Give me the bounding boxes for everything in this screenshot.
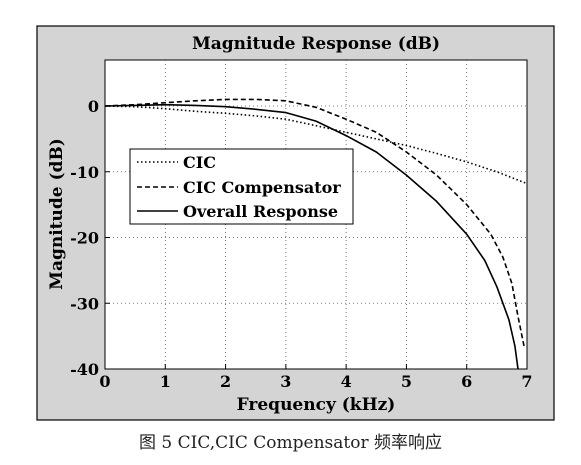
- chart-title: Magnitude Response (dB): [192, 34, 440, 54]
- y-tick-label: 0: [88, 97, 99, 116]
- y-tick-label: -40: [70, 360, 99, 379]
- series-lines: [104, 98, 528, 370]
- series-line-overall-response: [104, 103, 519, 370]
- legend-label-cic: CIC: [183, 153, 216, 172]
- figure-caption: 图 5 CIC,CIC Compensator 频率响应: [139, 433, 442, 453]
- y-tick-label: -10: [70, 163, 99, 182]
- y-axis-label: Magnitude (dB): [47, 138, 67, 290]
- legend-label-cic-compensator: CIC Compensator: [183, 178, 341, 197]
- x-tick-label: 2: [220, 372, 231, 391]
- y-tick-label: -20: [70, 229, 99, 248]
- x-axis-label: Frequency (kHz): [237, 395, 396, 415]
- tick-labels: 0 1 2 3 4 5 6 7 0 -10 -20 -30 -40: [70, 97, 532, 391]
- series-line-cic-compensator: [104, 98, 525, 347]
- legend-label-overall-response: Overall Response: [183, 202, 338, 221]
- x-tick-label: 3: [280, 372, 291, 391]
- legend: CIC CIC Compensator Overall Response: [129, 148, 354, 225]
- legend-box: [129, 148, 354, 225]
- x-tick-label: 6: [461, 372, 472, 391]
- x-tick-label: 4: [341, 372, 352, 391]
- x-tick-label: 7: [521, 372, 532, 391]
- x-tick-label: 0: [99, 372, 110, 391]
- x-tick-label: 5: [401, 372, 412, 391]
- series-line-cic: [104, 105, 528, 185]
- magnitude-response-chart: 0 1 2 3 4 5 6 7 0 -10 -20 -30 -40 Magnitude Response…: [36, 25, 555, 421]
- x-tick-label: 1: [160, 372, 171, 391]
- y-tick-label: -30: [70, 294, 99, 313]
